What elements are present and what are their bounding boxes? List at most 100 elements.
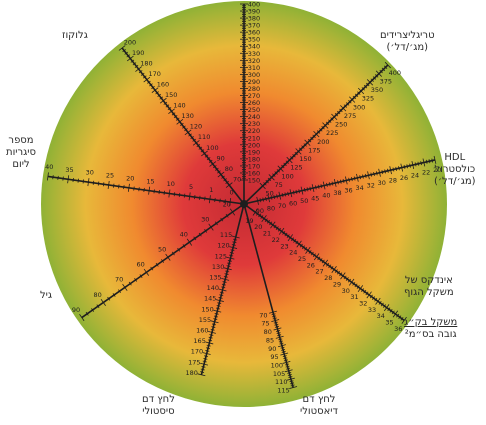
axis-tick-label-bmi: 20 xyxy=(254,223,262,231)
axis-tick-bmi xyxy=(328,264,332,269)
axis-tick-glucose xyxy=(206,157,211,161)
axis-tick-hdl xyxy=(289,189,293,198)
axis-tick-label-bmi: 35 xyxy=(385,319,393,327)
axis-tick-hdl xyxy=(314,185,317,190)
axis-tick-label-systolic: 120 xyxy=(217,242,229,250)
axis-tick-label-systolic: 130 xyxy=(212,263,224,271)
axis-tick-bmi xyxy=(282,231,286,235)
axis-tick-label-bmi: 25 xyxy=(298,255,306,263)
axis-tick-cigarettes xyxy=(204,196,206,201)
axis-tick-glucose xyxy=(209,161,217,167)
axis-tick-triglycerides xyxy=(375,74,379,78)
axis-tick-label-diastolic: 80 xyxy=(264,328,272,336)
axis-tick-bmi xyxy=(398,315,402,320)
axis-tick-glucose xyxy=(182,125,186,129)
axis-tick-label-systolic: 115 xyxy=(220,231,232,239)
axis-tick-systolic xyxy=(213,309,222,313)
axis-tick-triglycerides xyxy=(268,174,275,181)
axis-tick-hdl xyxy=(303,187,306,193)
axis-tick-bmi xyxy=(352,281,356,286)
axis-tick-label-systolic: 125 xyxy=(215,252,227,260)
axis-tick-diastolic xyxy=(274,325,279,328)
axis-tick-bmi xyxy=(337,270,341,275)
axis-tick-bmi xyxy=(256,211,260,216)
axis-tick-label-hdl: 26 xyxy=(400,174,408,182)
axis-tick-label-systolic: 145 xyxy=(204,295,216,303)
axis-tick-label-cigarettes: 35 xyxy=(65,166,73,174)
axis-tick-hdl xyxy=(309,186,312,191)
axis-tick-hdl xyxy=(384,169,386,174)
axis-tick-label-cigarettes: 40 xyxy=(45,163,53,171)
axis-tick-hdl xyxy=(359,175,362,180)
axis-tick-glucose xyxy=(204,154,209,158)
axis-tick-label-bmi: 19 xyxy=(245,217,253,225)
axis-tick-label-hdl: 60 xyxy=(289,199,297,207)
axis-tick-diastolic xyxy=(281,351,286,353)
axis-tick-hdl xyxy=(378,168,381,177)
axis-tick-triglycerides xyxy=(294,151,298,156)
axis-tick-bmi xyxy=(278,227,285,235)
axis-tick-label-total-cholesterol: 300 xyxy=(248,71,260,79)
axis-tick-triglycerides xyxy=(303,143,307,147)
axis-tick-triglycerides xyxy=(276,169,281,173)
axis-tick-label-triglycerides: 375 xyxy=(380,77,392,85)
axis-tick-systolic xyxy=(225,270,230,273)
axis-tick-triglycerides xyxy=(322,122,329,129)
axis-tick-cigarettes xyxy=(123,185,125,190)
axis-tick-label-triglycerides: 325 xyxy=(362,95,374,103)
axis-tick-triglycerides xyxy=(295,148,302,155)
axis-tick-label-glucose: 110 xyxy=(198,133,210,141)
axis-tick-label-triglycerides: 300 xyxy=(353,103,365,111)
axis-tick-triglycerides xyxy=(370,78,374,82)
axis-tick-label-hdl: 45 xyxy=(311,194,319,202)
axis-tick-bmi xyxy=(260,215,264,219)
axis-tick-cigarettes xyxy=(224,199,226,204)
axis-tick-glucose xyxy=(134,64,139,68)
axis-tick-diastolic xyxy=(280,346,285,349)
axis-tick-glucose xyxy=(149,83,153,87)
axis-tick-diastolic xyxy=(273,327,282,331)
axis-tick-hdl xyxy=(351,177,353,182)
axis-tick-label-total-cholesterol: 150 xyxy=(248,177,260,185)
axis-tick-cigarettes xyxy=(208,195,211,204)
axis-tick-systolic xyxy=(229,252,234,254)
axis-tick-hdl xyxy=(278,191,282,200)
axis-tick-diastolic xyxy=(284,369,293,373)
axis-tick-triglycerides xyxy=(267,177,272,182)
axis-tick-label-triglycerides: 150 xyxy=(299,155,311,163)
axis-tick-triglycerides xyxy=(281,164,285,169)
axis-tick-bmi xyxy=(310,251,314,256)
axis-tick-glucose xyxy=(151,85,155,90)
axis-tick-age xyxy=(208,223,214,231)
axis-tick-systolic xyxy=(200,362,209,366)
axis-tick-bmi xyxy=(369,294,373,299)
axis-tick-cigarettes xyxy=(102,182,105,187)
axis-tick-triglycerides xyxy=(307,138,312,143)
axis-tick-systolic xyxy=(222,281,227,283)
axis-line-diastolic xyxy=(243,203,294,388)
axis-tick-bmi xyxy=(295,240,299,245)
axis-tick-systolic xyxy=(201,365,206,368)
axis-tick-bmi xyxy=(287,234,294,242)
axis-tick-label-glucose: 200 xyxy=(124,38,136,46)
axis-tick-systolic xyxy=(233,238,238,241)
axis-tick-glucose xyxy=(167,107,172,111)
axis-tick-age xyxy=(186,238,193,246)
axis-tick-glucose xyxy=(190,136,194,140)
axis-tick-glucose xyxy=(225,180,229,184)
label-bmi: אינדקס של משקל הגוף xyxy=(404,275,454,298)
axis-tick-systolic xyxy=(202,360,207,363)
axis-tick-cigarettes xyxy=(113,183,115,188)
axis-tick-hdl xyxy=(345,176,348,185)
axis-tick-diastolic xyxy=(290,384,295,387)
axis-tick-label-glucose: 190 xyxy=(132,49,144,57)
axis-tick-diastolic xyxy=(272,317,277,320)
axis-tick-label-cigarettes: 10 xyxy=(167,180,175,188)
axis-tick-systolic xyxy=(197,373,206,377)
axis-tick-diastolic xyxy=(277,334,282,337)
axis-tick-systolic xyxy=(206,344,211,347)
axis-tick-triglycerides xyxy=(357,87,365,95)
axis-tick-bmi xyxy=(326,262,330,267)
axis-tick-triglycerides xyxy=(354,93,359,98)
axis-tick-diastolic xyxy=(278,340,283,343)
